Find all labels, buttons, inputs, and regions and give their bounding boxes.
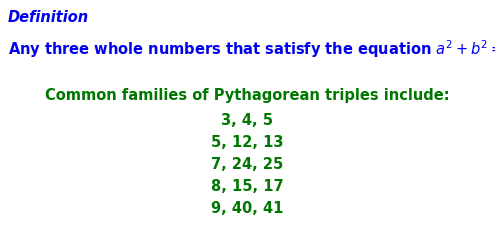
Text: 9, 40, 41: 9, 40, 41 <box>211 201 283 216</box>
Text: Common families of Pythagorean triples include:: Common families of Pythagorean triples i… <box>45 88 449 103</box>
Text: Definition: Definition <box>8 10 89 25</box>
Text: Any three whole numbers that satisfy the equation $a^2 + b^2 = c^2$ form a $\mat: Any three whole numbers that satisfy the… <box>8 38 495 60</box>
Text: 3, 4, 5: 3, 4, 5 <box>221 113 273 128</box>
Text: 7, 24, 25: 7, 24, 25 <box>211 157 283 172</box>
Text: 5, 12, 13: 5, 12, 13 <box>211 135 283 150</box>
Text: 8, 15, 17: 8, 15, 17 <box>211 179 283 194</box>
